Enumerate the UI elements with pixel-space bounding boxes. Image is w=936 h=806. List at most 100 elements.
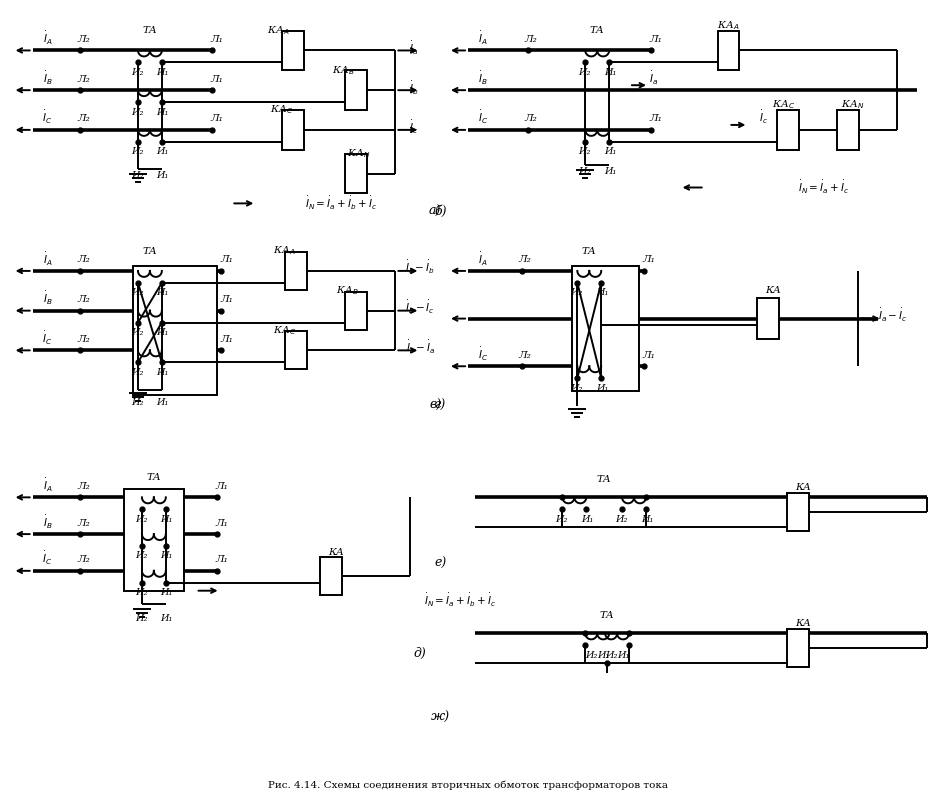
Text: КА$_C$: КА$_C$ [270, 104, 293, 116]
Text: $\dot{I}_B$: $\dot{I}_B$ [43, 290, 52, 307]
Text: КА: КА [795, 619, 811, 628]
Text: И₂: И₂ [585, 650, 597, 660]
Text: Л₂: Л₂ [77, 555, 90, 564]
Bar [282, 31, 304, 70]
Text: $\dot{I}_C$: $\dot{I}_C$ [42, 330, 52, 347]
Text: $\dot{I}_A$: $\dot{I}_A$ [43, 251, 52, 268]
Bar [837, 110, 858, 150]
Text: $\dot{I}_c$: $\dot{I}_c$ [409, 119, 417, 136]
Text: ТА: ТА [582, 247, 596, 256]
Text: $\dot{I}_c-\dot{I}_a$: $\dot{I}_c-\dot{I}_a$ [405, 339, 435, 356]
Text: И₁: И₁ [156, 147, 169, 156]
Text: И₁: И₁ [596, 384, 608, 393]
Text: ТА: ТА [147, 473, 161, 482]
Bar [344, 154, 367, 193]
Text: $\dot{I}_A$: $\dot{I}_A$ [478, 30, 488, 47]
Text: КА$_A$: КА$_A$ [717, 19, 739, 32]
Bar [285, 331, 307, 369]
Bar [757, 297, 779, 339]
Text: И₂: И₂ [131, 68, 143, 77]
Text: И₁: И₁ [156, 328, 169, 337]
Text: $\dot{I}_a-\dot{I}_c$: $\dot{I}_a-\dot{I}_c$ [878, 307, 907, 324]
Text: И₂: И₂ [135, 588, 147, 597]
Text: ТА: ТА [597, 475, 611, 484]
Bar [344, 70, 367, 110]
Text: $\dot{I}_C$: $\dot{I}_C$ [477, 346, 488, 363]
Text: ТА: ТА [142, 247, 157, 256]
Text: И₁: И₁ [161, 515, 173, 524]
Text: $\dot{I}_b-\dot{I}_c$: $\dot{I}_b-\dot{I}_c$ [405, 299, 435, 316]
Bar [573, 266, 639, 391]
Text: ТА: ТА [600, 611, 615, 620]
Text: Л₁: Л₁ [215, 555, 227, 564]
Text: КА$_C$: КА$_C$ [272, 324, 296, 337]
Text: И₂: И₂ [131, 289, 143, 297]
Bar [133, 266, 216, 395]
Text: Л₂: Л₂ [77, 335, 90, 344]
Text: Л₂: Л₂ [77, 519, 90, 528]
Text: Л₂: Л₂ [524, 114, 537, 123]
Text: Л₂: Л₂ [519, 256, 531, 264]
Text: г): г) [434, 398, 446, 412]
Text: И₂: И₂ [131, 147, 143, 156]
Bar [320, 557, 342, 595]
Text: КА$_A$: КА$_A$ [267, 24, 289, 37]
Text: $\dot{I}_a$: $\dot{I}_a$ [650, 70, 658, 87]
Text: $\dot{I}_N=\dot{I}_a+\dot{I}_b+\dot{I}_c$: $\dot{I}_N=\dot{I}_a+\dot{I}_b+\dot{I}_c… [305, 195, 377, 212]
Text: $\dot{I}_B$: $\dot{I}_B$ [478, 70, 488, 87]
Text: И₁: И₁ [641, 515, 653, 524]
Text: И₂: И₂ [131, 328, 143, 337]
Text: И₁: И₁ [156, 289, 169, 297]
Text: КА$_C$: КА$_C$ [771, 98, 795, 111]
Text: И₂: И₂ [131, 107, 143, 117]
Text: И₂: И₂ [135, 551, 147, 560]
Text: Рис. 4.14. Схемы соединения вторичных обмоток трансформаторов тока: Рис. 4.14. Схемы соединения вторичных об… [268, 780, 668, 790]
Text: И₂: И₂ [555, 515, 567, 524]
Text: И₁: И₁ [161, 588, 173, 597]
Text: Л₂: Л₂ [77, 114, 90, 123]
Text: И₁: И₁ [156, 368, 169, 376]
Text: И₂: И₂ [131, 397, 143, 406]
Text: И₂: И₂ [131, 171, 143, 180]
Text: $\dot{I}_C$: $\dot{I}_C$ [42, 550, 52, 567]
Text: И₂: И₂ [578, 147, 591, 156]
Text: КА$_N$: КА$_N$ [347, 147, 371, 160]
Text: И₁: И₁ [156, 107, 169, 117]
Text: Л₁: Л₁ [210, 75, 223, 84]
Bar [787, 629, 809, 667]
Text: КА$_N$: КА$_N$ [841, 98, 864, 111]
Text: И₁: И₁ [161, 551, 173, 560]
Text: Л₁: Л₁ [650, 114, 663, 123]
Bar [777, 110, 799, 150]
Text: ТА: ТА [590, 26, 605, 35]
Text: И₁: И₁ [581, 515, 593, 524]
Text: $\dot{I}_N=\dot{I}_a+\dot{I}_b+\dot{I}_c$: $\dot{I}_N=\dot{I}_a+\dot{I}_b+\dot{I}_c… [424, 592, 496, 609]
Text: Л₁: Л₁ [215, 519, 227, 528]
Text: КА$_B$: КА$_B$ [336, 285, 359, 297]
Text: И₁: И₁ [617, 650, 629, 660]
Text: д): д) [414, 646, 427, 660]
Text: И₁: И₁ [604, 167, 616, 176]
Text: И₁: И₁ [604, 68, 616, 77]
Text: $\dot{I}_C$: $\dot{I}_C$ [477, 110, 488, 127]
Text: $\dot{I}_a$: $\dot{I}_a$ [409, 40, 417, 57]
Text: $\dot{I}_C$: $\dot{I}_C$ [42, 110, 52, 127]
Text: е): е) [434, 558, 446, 571]
Text: КА: КА [795, 483, 811, 492]
Text: И₂: И₂ [135, 614, 147, 623]
Bar [124, 489, 183, 591]
Text: Л₂: Л₂ [524, 35, 537, 44]
Text: Л₂: Л₂ [77, 482, 90, 491]
Text: а): а) [429, 205, 442, 218]
Bar [344, 292, 367, 330]
Bar [787, 493, 809, 531]
Text: Л₂: Л₂ [77, 256, 90, 264]
Text: И₂: И₂ [578, 68, 591, 77]
Text: КА: КА [328, 548, 344, 558]
Text: в): в) [429, 398, 441, 412]
Text: Л₁: Л₁ [215, 482, 227, 491]
Bar [718, 31, 739, 70]
Text: И₂: И₂ [131, 368, 143, 376]
Text: Л₂: Л₂ [77, 35, 90, 44]
Text: $\dot{I}_b$: $\dot{I}_b$ [409, 80, 418, 97]
